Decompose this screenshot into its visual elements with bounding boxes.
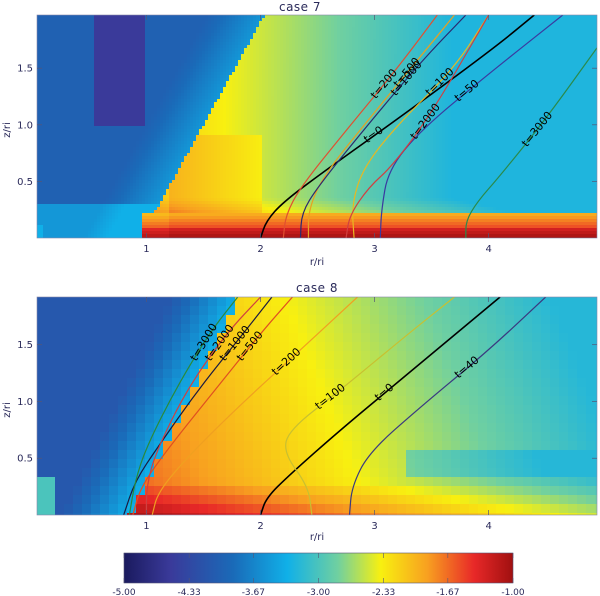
x-tick-label: 3 [371, 521, 377, 532]
contour-line [348, 297, 547, 515]
y-axis-label: z/ri [2, 402, 13, 418]
x-tick-label: 1 [143, 244, 149, 255]
contour-line [282, 15, 438, 238]
contour-line [132, 297, 293, 515]
contour-line [307, 15, 455, 238]
colorbar-tick-label: -1.67 [436, 588, 459, 596]
x-tick-label: 1 [143, 521, 149, 532]
contour-line [259, 297, 501, 515]
colorbar-tick-label: -5.00 [112, 588, 136, 596]
colorbar-tick-label: -2.33 [372, 588, 395, 596]
contour-line [345, 15, 490, 238]
colorbar-tick-label: -1.00 [501, 588, 525, 596]
x-tick-label: 2 [257, 244, 263, 255]
contour-line [299, 15, 467, 238]
y-tick-label: 1.0 [17, 120, 33, 131]
y-tick-label: 0.5 [17, 454, 33, 465]
colorbar: -5.00 -4.33 -3.67 -3.00 -2.33 -1.67 -1.00 [112, 552, 525, 596]
contour-line [352, 15, 490, 238]
y-tick-label: 1.5 [17, 64, 33, 75]
x-tick-label: 4 [485, 244, 491, 255]
y-tick-label: 0.5 [17, 177, 33, 188]
contour-line [128, 297, 239, 515]
colorbar-tick-label: -3.00 [307, 588, 331, 596]
plot-frame [36, 14, 598, 239]
contour-line [145, 297, 261, 515]
x-axis-label: r/ri [310, 532, 324, 543]
contour-line [465, 47, 597, 238]
panel-title: case 8 [296, 281, 338, 295]
heatmap-field [37, 15, 597, 238]
x-tick-label: 4 [485, 521, 491, 532]
y-axis-label: z/ri [2, 122, 13, 138]
contour-line [379, 15, 564, 238]
y-tick-label: 1.0 [17, 397, 33, 408]
axes: 1 2 3 4 0.5 1.0 1.5 [17, 297, 597, 532]
plot-frame [36, 296, 598, 516]
x-tick-label: 3 [371, 244, 377, 255]
panel-title: case 7 [279, 0, 321, 14]
contour-line [285, 297, 455, 515]
panel-case-7: case 7 t=0t=50t=100t=200t=500t=1000t=200… [2, 0, 598, 268]
colorbar-ticks: -5.00 -4.33 -3.67 -3.00 -2.33 -1.67 -1.00 [112, 553, 525, 596]
colorbar-tick-label: -4.33 [178, 588, 201, 596]
x-axis-label: r/ri [310, 257, 324, 268]
contour-line [123, 297, 273, 515]
contour-line [259, 15, 535, 238]
heatmap-field [37, 297, 597, 515]
y-tick-label: 1.5 [17, 340, 33, 351]
contour-line [151, 297, 358, 515]
colorbar-tick-label: -3.67 [242, 588, 265, 596]
panel-case-8: case 8 t=0t=40t=100t=200t=500t=1000t=200… [2, 281, 598, 543]
x-tick-label: 2 [257, 521, 263, 532]
axes: 1 2 3 4 0.5 1.0 1.5 [17, 15, 597, 255]
